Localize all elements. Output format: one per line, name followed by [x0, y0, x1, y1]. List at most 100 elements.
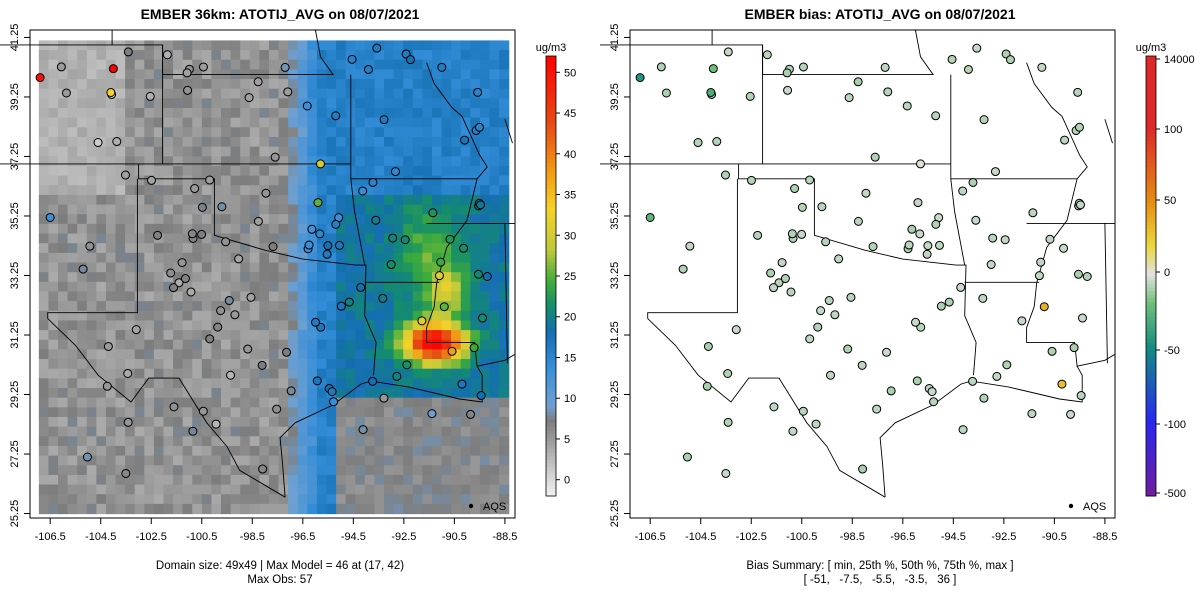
- grid-cell: [422, 98, 433, 109]
- grid-cell: [278, 397, 289, 408]
- grid-cell: [288, 204, 299, 215]
- grid-cell: [163, 397, 174, 408]
- grid-cell: [288, 397, 299, 408]
- grid-cell: [489, 88, 500, 99]
- colorbar-segment: [1146, 221, 1156, 226]
- grid-cell: [288, 59, 299, 70]
- grid-cell: [345, 59, 356, 70]
- grid-cell: [240, 359, 251, 370]
- grid-cell: [288, 243, 299, 254]
- grid-cell: [48, 474, 59, 486]
- grid-cell: [499, 397, 510, 408]
- grid-cell: [67, 368, 78, 379]
- colorbar-segment: [1146, 70, 1156, 75]
- grid-cell: [67, 484, 78, 495]
- grid-cell: [268, 223, 280, 235]
- grid-cell: [115, 310, 126, 322]
- grid-cell: [326, 59, 337, 70]
- grid-cell: [115, 455, 126, 466]
- grid-cell: [38, 79, 50, 90]
- grid-cell: [77, 301, 88, 312]
- grid-cell: [316, 378, 328, 389]
- grid-cell: [48, 291, 59, 302]
- grid-cell: [489, 79, 500, 90]
- grid-cell: [374, 474, 385, 486]
- grid-cell: [58, 127, 69, 138]
- grid-cell: [431, 233, 443, 244]
- grid-cell: [412, 185, 423, 196]
- grid-cell: [336, 223, 347, 235]
- grid-cell: [412, 233, 423, 244]
- grid-cell: [192, 127, 203, 138]
- grid-cell: [58, 339, 69, 350]
- grid-cell: [479, 455, 491, 466]
- grid-cell: [125, 388, 136, 399]
- grid-cell: [249, 156, 260, 167]
- grid-cell: [393, 330, 404, 341]
- grid-cell: [374, 272, 385, 283]
- grid-cell: [192, 40, 203, 51]
- grid-cell: [182, 117, 193, 128]
- grid-cell: [77, 88, 88, 99]
- grid-cell: [67, 378, 78, 389]
- colorbar-segment: [1146, 246, 1156, 251]
- grid-cell: [115, 127, 126, 138]
- grid-cell: [422, 426, 433, 437]
- grid-cell: [105, 494, 117, 505]
- grid-cell: [268, 378, 280, 389]
- grid-cell: [221, 310, 232, 322]
- grid-cell: [403, 252, 414, 264]
- grid-cell: [393, 291, 404, 302]
- grid-cell: [431, 127, 443, 138]
- grid-cell: [259, 204, 270, 215]
- grid-cell: [144, 194, 155, 206]
- grid-cell: [422, 156, 433, 167]
- grid-cell: [393, 59, 404, 70]
- grid-cell: [374, 69, 385, 80]
- grid-cell: [441, 185, 452, 196]
- grid-cell: [441, 127, 452, 138]
- grid-cell: [460, 388, 471, 399]
- grid-cell: [364, 50, 376, 61]
- grid-cell: [316, 330, 328, 341]
- grid-cell: [153, 416, 165, 428]
- grid-cell: [479, 165, 491, 177]
- grid-cell: [144, 426, 155, 437]
- bias-marker: [824, 296, 834, 306]
- bias-marker: [731, 325, 741, 335]
- grid-cell: [144, 127, 155, 138]
- grid-cell: [240, 301, 251, 312]
- station-marker: [428, 208, 438, 218]
- grid-cell: [192, 108, 203, 119]
- grid-cell: [403, 243, 414, 254]
- grid-cell: [422, 175, 433, 186]
- bias-marker: [902, 101, 912, 111]
- grid-cell: [259, 281, 270, 293]
- grid-cell: [479, 494, 491, 505]
- grid-cell: [153, 455, 165, 466]
- grid-cell: [489, 69, 500, 80]
- grid-cell: [105, 484, 117, 495]
- grid-cell: [259, 397, 270, 408]
- station-marker: [358, 186, 368, 196]
- grid-cell: [278, 310, 289, 322]
- grid-cell: [86, 349, 97, 360]
- grid-cell: [460, 474, 471, 486]
- grid-cell: [192, 136, 203, 148]
- grid-cell: [230, 50, 241, 61]
- grid-cell: [336, 252, 347, 264]
- grid-cell: [48, 426, 59, 437]
- grid-cell: [374, 204, 385, 215]
- grid-cell: [173, 455, 184, 466]
- grid-cell: [38, 88, 50, 99]
- grid-cell: [422, 136, 433, 148]
- grid-cell: [364, 291, 376, 302]
- grid-cell: [479, 50, 491, 61]
- grid-cell: [451, 416, 462, 428]
- colorbar-segment: [1146, 323, 1156, 328]
- grid-cell: [58, 465, 69, 476]
- station-marker: [211, 419, 221, 429]
- grid-cell: [221, 262, 232, 273]
- grid-cell: [384, 503, 395, 515]
- grid-cell: [201, 262, 213, 273]
